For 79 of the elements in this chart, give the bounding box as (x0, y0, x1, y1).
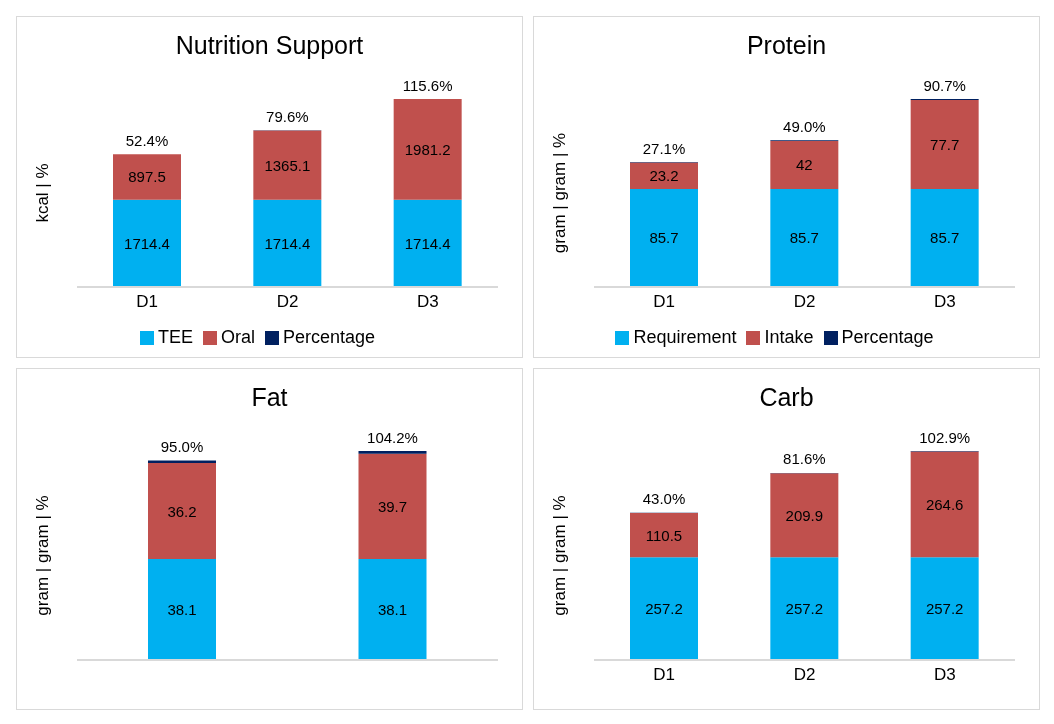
y-axis-title: kcal | % (33, 163, 53, 223)
x-tick-label: D3 (416, 292, 439, 312)
bar (770, 557, 839, 660)
data-label: 264.6 (925, 495, 964, 513)
data-label: 257.2 (785, 600, 824, 618)
y-axis-title: gram | gram | % (550, 495, 570, 616)
bar (253, 199, 322, 287)
x-tick-label: D1 (653, 292, 676, 312)
chart-title: Carb (758, 383, 815, 413)
bar (148, 559, 216, 660)
bar (148, 463, 216, 559)
x-tick-label: D2 (793, 665, 816, 685)
x-tick-label: D3 (933, 292, 956, 312)
legend-label: Intake (764, 327, 814, 347)
data-label: 102.9% (919, 428, 971, 446)
data-label: 42 (795, 156, 813, 174)
y-axis-title: gram | gram | % (33, 495, 53, 616)
data-label: 115.6% (402, 76, 453, 94)
data-label: 1981.2 (404, 140, 451, 158)
bar (113, 154, 181, 200)
data-label: 27.1% (642, 139, 686, 157)
bar (358, 451, 427, 454)
bar (630, 557, 698, 660)
data-label: 110.5 (645, 526, 683, 544)
bar (393, 99, 462, 200)
data-label: 77.7 (930, 135, 960, 153)
bar (770, 188, 839, 287)
data-label: 79.6% (266, 107, 309, 125)
x-tick-label: D2 (276, 292, 299, 312)
bar (910, 100, 979, 189)
bar (910, 188, 979, 287)
data-label: 1714.4 (404, 234, 451, 252)
bar (113, 199, 181, 287)
data-label: 85.7 (649, 229, 679, 247)
data-label: 1365.1 (264, 156, 311, 174)
data-label: 209.9 (785, 506, 824, 524)
data-label: 49.0% (783, 117, 826, 135)
data-label: 1714.4 (264, 234, 311, 252)
data-label: 897.5 (128, 168, 166, 186)
bar (630, 162, 698, 189)
x-tick-label: D2 (793, 292, 816, 312)
bar (770, 473, 839, 558)
data-label: 38.1 (377, 601, 408, 618)
bar (358, 559, 427, 660)
chart-title: Fat (250, 383, 289, 413)
bar (770, 140, 839, 189)
legend-label: Requirement (633, 327, 737, 347)
x-tick-label: D3 (933, 665, 956, 685)
legend-label: Percentage (282, 327, 376, 347)
data-label: 95.0% (160, 438, 204, 456)
bar (253, 130, 322, 200)
data-label: 81.6% (783, 450, 826, 468)
data-label: 52.4% (125, 131, 169, 149)
data-label: 39.7 (377, 497, 408, 515)
bar (630, 188, 698, 287)
data-label: 90.7% (923, 76, 966, 94)
legend-label: Percentage (841, 327, 934, 347)
legend-label: Oral (220, 327, 255, 347)
data-label: 23.2 (649, 167, 679, 185)
data-label: 1714.4 (124, 234, 170, 252)
chart-title: Nutrition Support (174, 31, 365, 61)
x-tick-label: D1 (653, 665, 676, 685)
data-label: 43.0% (642, 490, 686, 508)
bar (630, 513, 698, 558)
legend-label: TEE (157, 327, 193, 347)
data-label: 104.2% (367, 428, 418, 446)
data-label: 36.2 (167, 502, 197, 520)
data-label: 257.2 (645, 600, 683, 618)
bar (358, 453, 427, 559)
x-tick-label: D1 (136, 292, 159, 312)
data-label: 85.7 (930, 229, 960, 247)
data-label: 38.1 (167, 601, 197, 618)
data-label: 85.7 (789, 229, 819, 247)
bar (393, 199, 462, 287)
data-label: 257.2 (925, 600, 964, 618)
y-axis-title: gram | gram | % (550, 132, 570, 254)
bar (910, 557, 979, 660)
bar (910, 451, 979, 558)
chart-title: Protein (745, 31, 828, 61)
